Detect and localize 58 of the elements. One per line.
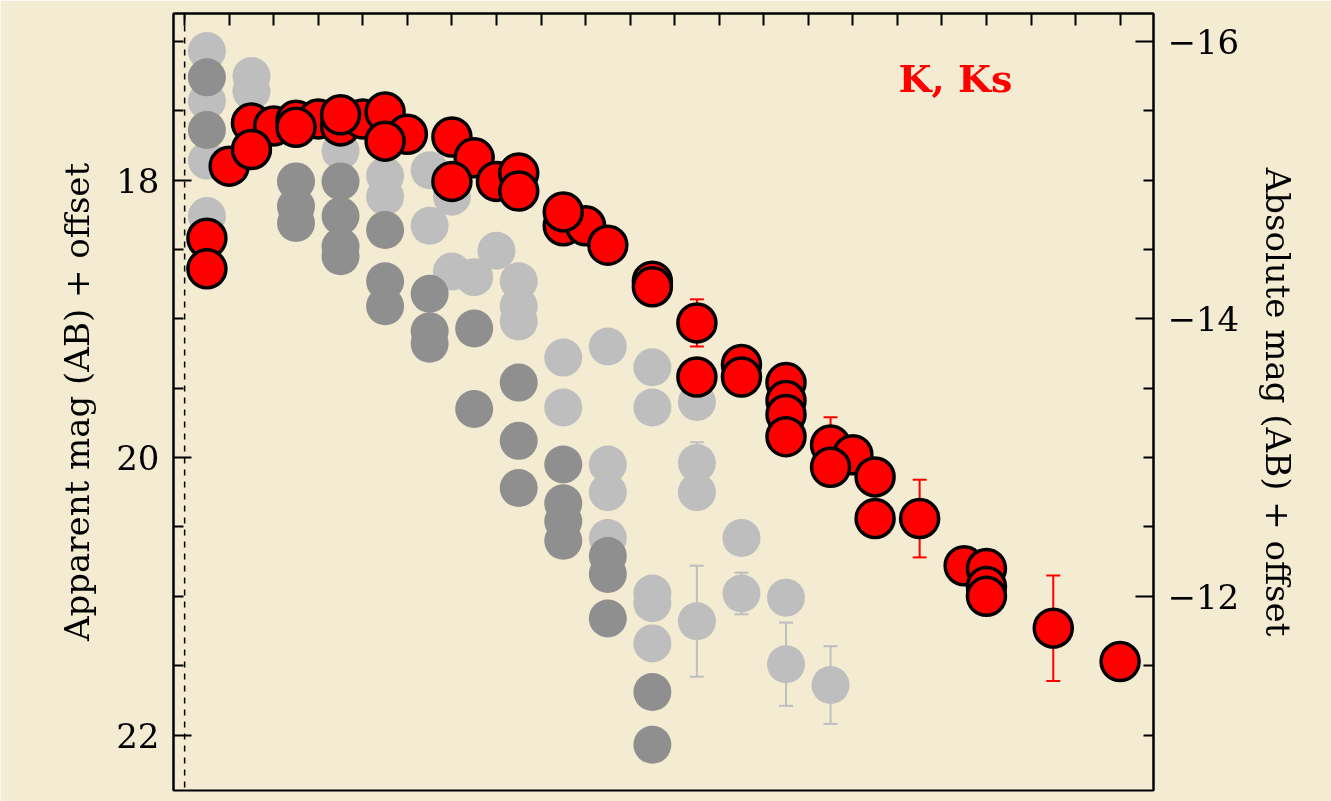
legend-label: K, Ks (898, 55, 1013, 101)
y-axis-title: Apparent mag (AB) + offset (57, 162, 98, 643)
y2-tick-label: −16 (1167, 21, 1240, 62)
point (854, 497, 896, 540)
point (898, 497, 941, 540)
point (187, 111, 226, 150)
point (187, 58, 226, 97)
point (767, 578, 805, 617)
point (186, 248, 228, 290)
point (497, 170, 540, 212)
point (410, 206, 449, 245)
point (544, 388, 583, 427)
point (364, 120, 406, 162)
point (431, 160, 473, 203)
point (809, 446, 852, 488)
y2-tick-label: −12 (1167, 576, 1240, 617)
point (455, 389, 494, 428)
point (765, 415, 807, 458)
point (677, 602, 716, 641)
point (499, 363, 538, 402)
point (1032, 607, 1075, 649)
point (588, 599, 627, 638)
point (633, 348, 672, 387)
point (544, 445, 583, 484)
point (767, 645, 805, 684)
y-tick-label: 20 (116, 438, 160, 478)
point (499, 469, 538, 507)
point (720, 356, 763, 398)
point (631, 266, 674, 308)
point (499, 421, 538, 460)
point (854, 456, 896, 498)
point (722, 519, 761, 557)
point (455, 309, 494, 348)
point (965, 575, 1008, 617)
point (633, 725, 672, 764)
point (676, 302, 718, 344)
point (477, 231, 516, 270)
point (321, 162, 360, 201)
point (366, 210, 405, 249)
point (587, 224, 629, 266)
y-tick-label: 22 (116, 715, 160, 756)
point (1099, 640, 1141, 683)
point (722, 574, 761, 613)
point (542, 191, 585, 233)
point (676, 356, 718, 398)
point (275, 106, 317, 148)
point (588, 327, 627, 366)
point (544, 338, 583, 377)
point (811, 666, 850, 705)
point (410, 274, 449, 313)
point (230, 128, 273, 171)
point (319, 94, 362, 136)
point (633, 624, 672, 663)
y2-tick-label: −14 (1167, 299, 1240, 340)
y-tick-label: 18 (116, 160, 160, 201)
point (633, 673, 672, 711)
point (633, 388, 672, 427)
y2-axis-title: Absolute mag (AB) + offset (1258, 166, 1299, 637)
